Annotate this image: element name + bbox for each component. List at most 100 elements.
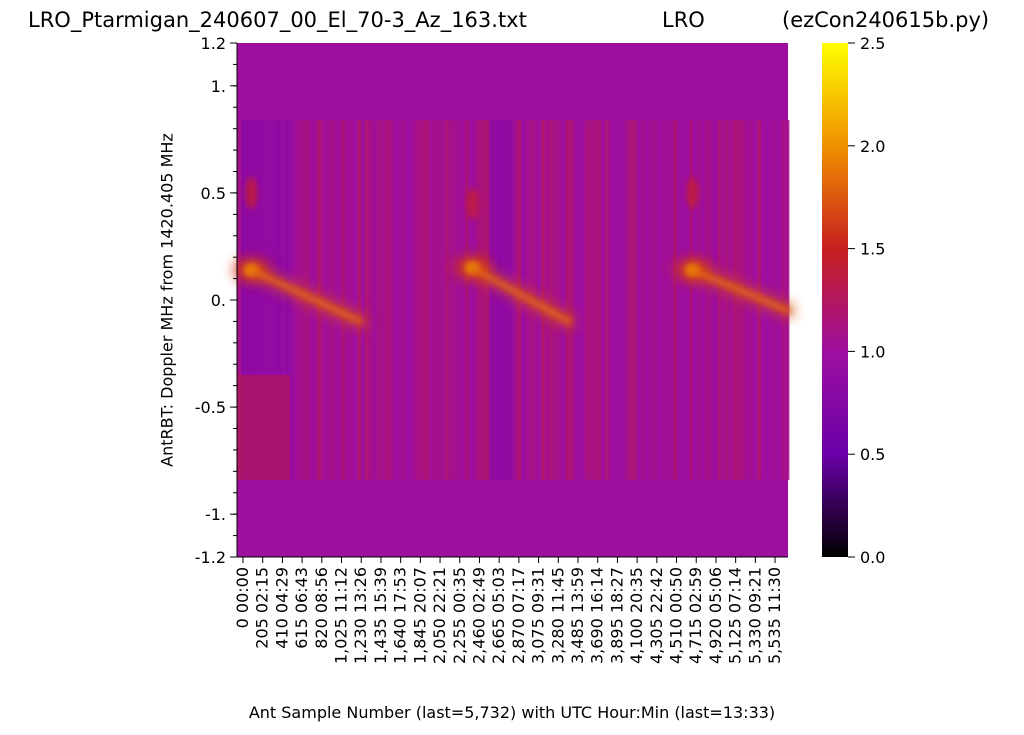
- heatmap-column: [649, 120, 654, 480]
- x-tick-label: 1,230 13:26: [351, 567, 370, 664]
- heatmap-column: [661, 120, 666, 480]
- heatmap-column: [249, 120, 254, 480]
- heatmap-column: [709, 120, 714, 480]
- heatmap-column: [781, 120, 786, 480]
- heatmap-column: [597, 120, 602, 480]
- heatmap-column: [405, 120, 410, 480]
- heatmap-column: [385, 120, 390, 480]
- heatmap-column: [281, 120, 286, 480]
- x-tick-label: 4,715 02:59: [686, 567, 705, 664]
- heatmap-column: [613, 120, 618, 480]
- heatmap-column: [625, 120, 630, 480]
- heatmap-column: [697, 120, 702, 480]
- header-station-label: LRO: [662, 8, 705, 32]
- y-tick-label: -1.: [205, 505, 226, 524]
- x-tick-label: 1,025 11:12: [332, 567, 351, 664]
- heatmap-column: [445, 120, 450, 480]
- heatmap-column: [433, 120, 438, 480]
- heatmap-column: [377, 120, 382, 480]
- heatmap-column: [605, 120, 610, 480]
- heatmap-column: [721, 120, 726, 480]
- heatmap-column: [725, 120, 730, 480]
- heatmap-column: [669, 120, 674, 480]
- heatmap-column: [573, 120, 578, 480]
- heatmap-column: [577, 120, 582, 480]
- heatmap-column: [701, 120, 706, 480]
- y-tick-label: -0.5: [195, 398, 226, 417]
- heatmap-column: [293, 120, 298, 480]
- heatmap-column: [457, 120, 462, 480]
- heatmap-plot-area: [233, 43, 795, 557]
- colorbar-gradient: [822, 43, 848, 557]
- heatmap-column: [333, 120, 338, 480]
- x-tick-label: 820 08:56: [312, 567, 331, 649]
- x-axis-label: Ant Sample Number (last=5,732) with UTC …: [248, 703, 776, 722]
- heatmap-column: [373, 120, 378, 480]
- colorbar-tick-label: 1.5: [860, 240, 885, 259]
- heatmap-column: [481, 120, 486, 480]
- x-tick-label: 5,330 09:21: [745, 567, 764, 664]
- heatmap-column: [497, 120, 502, 480]
- heatmap-column: [681, 120, 686, 480]
- colorbar-tick-label: 1.0: [860, 342, 885, 361]
- heatmap-column: [401, 120, 406, 480]
- y-tick-label: 0.5: [201, 184, 226, 203]
- heatmap-column: [465, 120, 470, 480]
- y-tick-label: 1.2: [201, 34, 226, 53]
- x-axis: 0 00:00 205 02:15 410 04:29 615 06:43 820 08…: [233, 556, 788, 664]
- heatmap-column: [717, 120, 722, 480]
- colorbar: 0.0 0.5 1.0 1.5 2.0 2.5: [822, 34, 885, 567]
- heatmap-column: [437, 120, 442, 480]
- heatmap-column: [633, 120, 638, 480]
- heatmap-column: [397, 120, 402, 480]
- heatmap-region: [237, 374, 290, 480]
- heatmap-column: [705, 120, 710, 480]
- x-tick-label: 1,640 17:53: [391, 567, 410, 664]
- heatmap-column: [685, 120, 690, 480]
- heatmap-column: [645, 120, 650, 480]
- heatmap-column: [285, 120, 290, 480]
- heatmap-column: [673, 120, 678, 480]
- heatmap-column: [417, 120, 422, 480]
- heatmap-column: [585, 120, 590, 480]
- header-script-label: (ezCon240615b.py): [782, 8, 990, 32]
- heatmap-column: [493, 120, 498, 480]
- x-tick-label: 3,895 18:27: [607, 567, 626, 664]
- heatmap-column: [545, 120, 550, 480]
- heatmap-column: [329, 120, 334, 480]
- heatmap-column: [429, 120, 434, 480]
- heatmap-column: [733, 120, 738, 480]
- heatmap-column: [245, 120, 250, 480]
- heatmap-column: [345, 120, 350, 480]
- heatmap-column: [477, 120, 482, 480]
- heatmap-column: [677, 120, 682, 480]
- x-tick-label: 1,435 15:39: [371, 567, 390, 664]
- heatmap-column: [409, 120, 414, 480]
- heatmap-column: [689, 120, 694, 480]
- heatmap-column: [393, 120, 398, 480]
- heatmap-column: [341, 120, 346, 480]
- x-tick-label: 2,460 02:49: [469, 567, 488, 664]
- y-tick-label: 0.: [211, 291, 226, 310]
- heatmap-column: [489, 120, 494, 480]
- heatmap-column: [469, 120, 474, 480]
- y-tick-label: 1.: [211, 77, 226, 96]
- heatmap-column: [421, 120, 426, 480]
- heatmap-column: [569, 120, 574, 480]
- heatmap-column: [413, 120, 418, 480]
- heatmap-column: [653, 120, 658, 480]
- x-tick-label: 0 00:00: [233, 567, 252, 628]
- colorbar-tick-label: 0.5: [860, 445, 885, 464]
- heatmap-column: [601, 120, 606, 480]
- heatmap-column: [629, 120, 634, 480]
- heatmap-column: [361, 120, 366, 480]
- y-axis: 1.2 1. 0.5 0. -0.5 -1. -1.2: [195, 34, 238, 567]
- x-tick-label: 2,255 00:35: [450, 567, 469, 664]
- heatmap-column: [389, 120, 394, 480]
- header-file-title: LRO_Ptarmigan_240607_00_El_70-3_Az_163.t…: [28, 8, 527, 32]
- heatmap-streak-core: [690, 267, 791, 314]
- heatmap-column: [269, 120, 274, 480]
- y-tick-label: -1.2: [195, 548, 226, 567]
- colorbar-tick-label: 0.0: [860, 548, 885, 567]
- colorbar-tick-label: 2.5: [860, 34, 885, 53]
